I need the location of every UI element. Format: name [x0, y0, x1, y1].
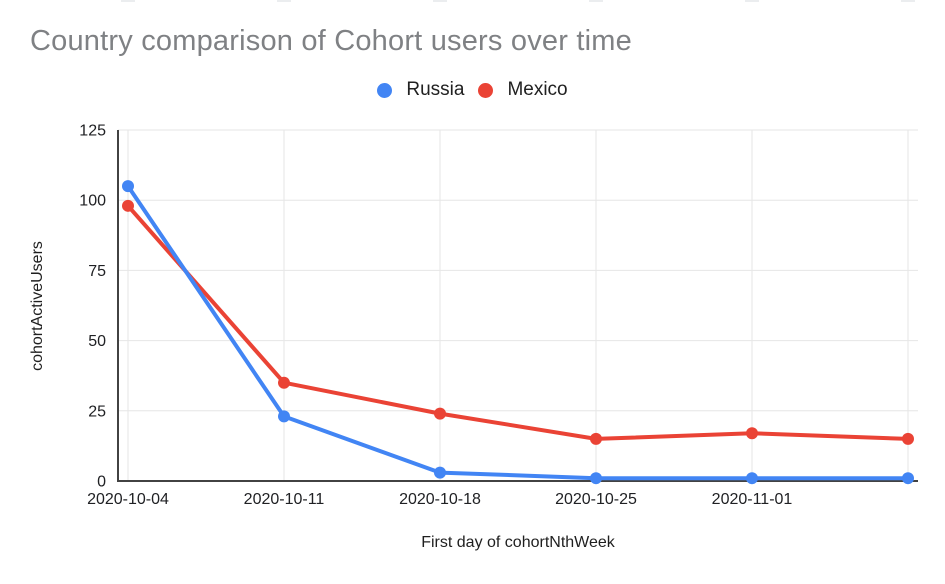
top-edge-artifact: [277, 0, 291, 2]
y-tick-label: 100: [79, 193, 106, 210]
top-edge-artifact: [745, 0, 759, 2]
data-point-mexico-2[interactable]: [434, 407, 446, 420]
y-tick-label: 125: [79, 123, 106, 140]
data-point-russia-0[interactable]: [122, 180, 134, 193]
x-tick-label: 2020-10-25: [555, 491, 637, 508]
data-point-russia-2[interactable]: [434, 466, 446, 479]
x-tick-label: 2020-11-01: [712, 491, 793, 508]
legend-marker-russia: [377, 82, 393, 98]
y-tick-label: 0: [97, 474, 106, 491]
data-point-russia-1[interactable]: [278, 410, 290, 423]
series-line-mexico: [126, 203, 910, 441]
top-edge-artifact: [901, 0, 915, 2]
legend-label: Russia: [406, 79, 465, 100]
data-point-russia-5[interactable]: [902, 472, 914, 485]
x-tick-label: 2020-10-04: [87, 491, 169, 508]
legend-label: Mexico: [507, 79, 568, 100]
y-axis-title: cohortActiveUsers: [29, 241, 46, 371]
y-tick-label: 75: [88, 263, 106, 280]
legend-item-mexico: Mexico: [478, 76, 568, 104]
legend: Russia Mexico: [0, 76, 945, 104]
x-tick-label: 2020-10-18: [399, 491, 481, 508]
legend-marker-mexico: [478, 82, 494, 98]
data-point-mexico-4[interactable]: [746, 427, 758, 440]
series-line-russia: [126, 184, 910, 481]
top-edge-artifact: [589, 0, 603, 2]
data-point-mexico-3[interactable]: [590, 432, 602, 445]
data-point-russia-4[interactable]: [746, 472, 758, 485]
data-point-mexico-1[interactable]: [278, 376, 290, 389]
data-point-russia-3[interactable]: [590, 472, 602, 485]
chart-title: Country comparison of Cohort users over …: [30, 25, 632, 57]
x-axis-title: First day of cohortNthWeek: [421, 534, 615, 551]
data-point-mexico-0[interactable]: [122, 199, 134, 212]
data-point-mexico-5[interactable]: [902, 432, 914, 445]
top-edge-artifact: [433, 0, 447, 2]
y-tick-label: 50: [88, 333, 106, 350]
legend-item-russia: Russia: [377, 76, 464, 104]
x-tick-label: 2020-10-11: [244, 491, 325, 508]
y-tick-label: 25: [88, 403, 106, 420]
top-edge-artifact: [121, 0, 135, 2]
